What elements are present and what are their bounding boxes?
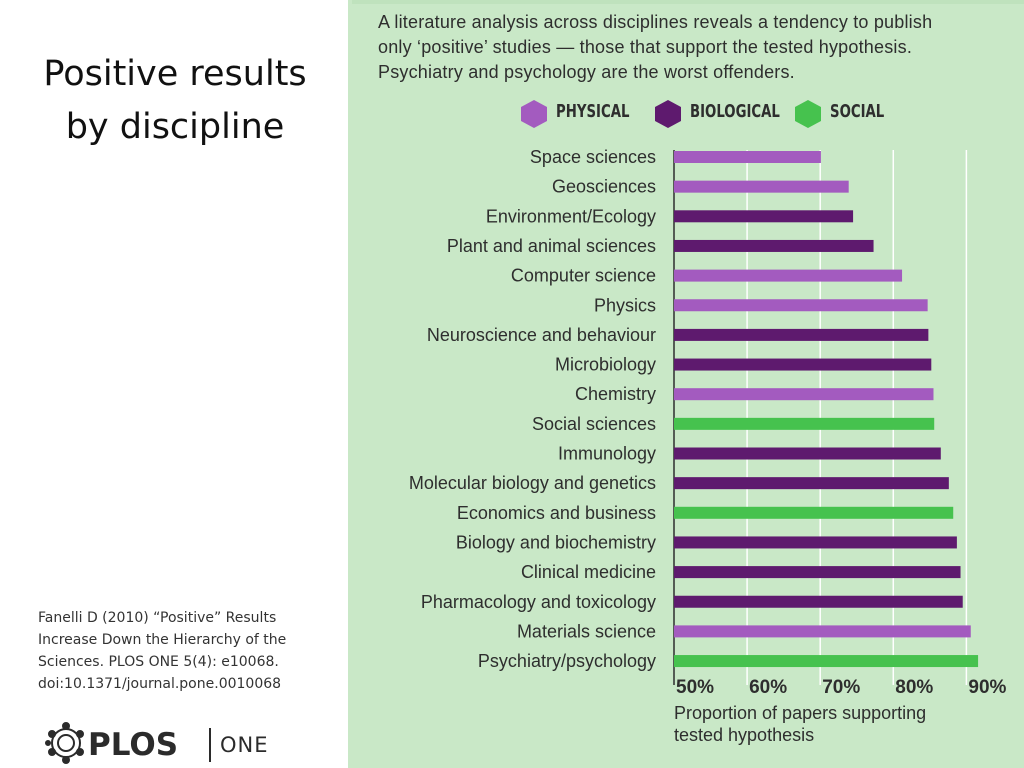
bar-17: [674, 655, 979, 668]
category-label-14: Clinical medicine: [521, 562, 656, 582]
citation: Fanelli D (2010) “Positive” Results Incr…: [38, 607, 333, 695]
bar-15: [674, 595, 963, 608]
bar-10: [674, 447, 941, 460]
x-tick-label-1: 60%: [749, 677, 787, 698]
bar-14: [674, 566, 961, 579]
bar-16: [674, 625, 971, 638]
x-tick-label-0: 50%: [676, 677, 714, 698]
category-label-7: Microbiology: [555, 355, 656, 375]
category-label-10: Immunology: [558, 444, 656, 464]
category-label-0: Space sciences: [530, 147, 656, 167]
bar-3: [674, 239, 874, 252]
citation-line-1: Fanelli D (2010) “Positive” Results: [38, 610, 277, 626]
bar-13: [674, 536, 957, 549]
category-label-8: Chemistry: [575, 384, 656, 404]
category-label-3: Plant and animal sciences: [447, 236, 656, 256]
legend-label-biological: BIOLOGICAL: [690, 101, 780, 122]
plos-emblem-icon: [45, 722, 84, 764]
plos-one-logo: PLOS ONE: [45, 722, 269, 764]
bar-8: [674, 388, 934, 401]
x-axis-label-line-1: Proportion of papers supporting: [674, 703, 927, 723]
citation-line-3: Sciences. PLOS ONE 5(4): e10068.: [38, 654, 279, 670]
social-hexagon-icon: [795, 100, 821, 128]
bar-11: [674, 477, 949, 490]
citation-line-4: doi:10.1371/journal.pone.0010068: [38, 676, 282, 692]
bar-0: [674, 151, 821, 163]
category-label-15: Pharmacology and toxicology: [421, 592, 656, 612]
chart-caption-line-1: A literature analysis across disciplines…: [378, 12, 933, 32]
x-tick-label-2: 70%: [822, 677, 860, 698]
category-label-12: Economics and business: [457, 503, 656, 523]
biological-hexagon-icon: [655, 100, 681, 128]
physical-hexagon-icon: [521, 100, 547, 128]
category-label-11: Molecular biology and genetics: [409, 473, 656, 493]
chart-caption: A literature analysis across disciplines…: [378, 10, 1018, 85]
category-label-1: Geosciences: [552, 177, 656, 197]
chart-legend: PHYSICAL BIOLOGICAL SOCIAL: [520, 97, 920, 131]
bar-12: [674, 506, 954, 519]
category-label-2: Environment/Ecology: [486, 206, 656, 226]
x-axis-label: Proportion of papers supporting tested h…: [674, 702, 1004, 746]
chart-caption-line-3: Psychiatry and psychology are the worst …: [378, 62, 795, 82]
category-label-9: Social sciences: [532, 414, 656, 434]
category-label-17: Psychiatry/psychology: [478, 651, 656, 671]
chart-panel-top-edge: [352, 0, 1024, 4]
x-tick-label-4: 90%: [968, 677, 1006, 698]
bar-chart: Space sciences Geosciences Environment/Eco…: [409, 147, 1007, 698]
bar-5: [674, 299, 928, 312]
bar-9: [674, 417, 935, 430]
chart-panel: [348, 0, 1024, 768]
x-axis-label-line-2: tested hypothesis: [674, 725, 815, 745]
bar-1: [674, 180, 849, 193]
one-wordmark: ONE: [220, 733, 269, 757]
bar-7: [674, 358, 932, 371]
slide-title-line-2: by discipline: [65, 107, 285, 147]
plos-wordmark: PLOS: [88, 727, 178, 763]
chart-caption-line-2: only ‘positive’ studies — those that sup…: [378, 37, 913, 57]
category-label-13: Biology and biochemistry: [456, 532, 656, 552]
x-tick-label-3: 80%: [895, 677, 933, 698]
category-label-6: Neuroscience and behaviour: [427, 325, 656, 345]
legend-label-physical: PHYSICAL: [556, 101, 630, 122]
category-label-5: Physics: [594, 295, 656, 315]
bar-6: [674, 328, 929, 341]
slide-title: Positive results by discipline: [20, 48, 330, 154]
slide-title-line-1: Positive results: [43, 54, 307, 94]
category-label-4: Computer science: [511, 266, 656, 286]
citation-line-2: Increase Down the Hierarchy of the: [38, 632, 287, 648]
legend-label-social: SOCIAL: [830, 101, 885, 122]
bar-4: [674, 269, 903, 282]
bar-2: [674, 210, 854, 223]
category-label-16: Materials science: [517, 621, 656, 641]
